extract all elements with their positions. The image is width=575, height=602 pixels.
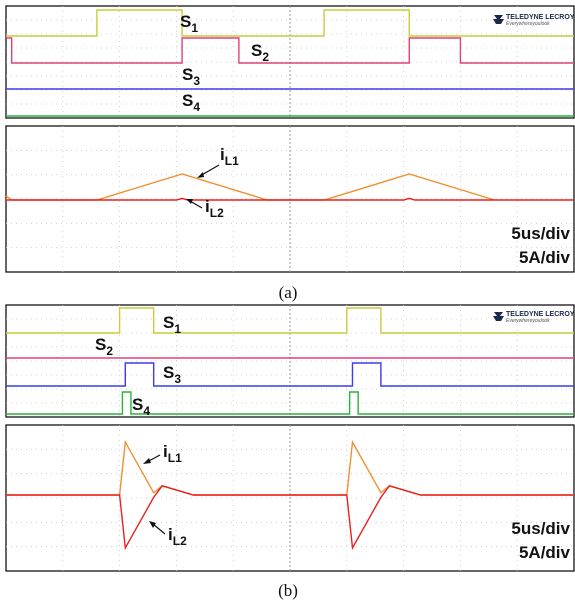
panel-b-brand-tagline: Everywhereyoulook (506, 318, 550, 324)
panel-a-label-s4: S4 (182, 91, 200, 114)
panel-a-current-traces (5, 173, 574, 201)
panel-b-brand-name: TELEDYNE LECROY (506, 311, 575, 318)
panel-b-grid (6, 305, 574, 571)
panel-b-logo-mark (493, 312, 504, 321)
panel-b-time-scale: 5us/div (511, 519, 570, 538)
panel-b-label-s1: S1 (163, 313, 181, 336)
caption-a: (a) (279, 283, 298, 302)
panel-a-arrowhead-il2 (186, 199, 193, 204)
panel-b-arrowhead-il1 (143, 458, 151, 464)
panel-a-label-il1: iL1 (220, 145, 239, 168)
panel-a-current-scale: 5A/div (519, 248, 571, 267)
panel-a-label-s2: S2 (251, 41, 269, 64)
current-trace-il2 (6, 197, 574, 201)
panel-b: S1 S2 S3 S4 iL1 iL2 5us/div 5A/div TELED… (5, 304, 575, 572)
panel-a-brand-tagline: Everywhereyoulook (506, 21, 550, 27)
caption-b: (b) (278, 581, 298, 600)
panel-b-arrowhead-il2 (149, 521, 156, 528)
panel-b-label-il2: iL2 (168, 525, 187, 548)
panel-b-label-s2: S2 (95, 335, 113, 358)
panel-a-label-s3: S3 (182, 65, 200, 88)
panel-a-label-s1: S1 (180, 12, 198, 35)
current-trace-il2 (6, 484, 574, 551)
panel-a-arrowhead-il1 (197, 172, 204, 178)
panel-b-label-il1: iL1 (163, 442, 182, 465)
panel-a-label-il2: iL2 (205, 197, 224, 220)
panel-b-current-scale: 5A/div (519, 543, 571, 562)
gate-trace-s2 (6, 37, 574, 64)
panel-b-brand-logo: TELEDYNE LECROY Everywhereyoulook (493, 311, 575, 324)
panel-b-label-s3: S3 (163, 363, 181, 386)
panel-a-time-scale: 5us/div (511, 224, 570, 243)
panel-a-brand-logo: TELEDYNE LECROY Everywhereyoulook (493, 14, 575, 27)
panel-b-current-traces (6, 439, 574, 551)
gate-trace-s1 (6, 9, 574, 37)
gate-trace-s1 (6, 307, 574, 334)
panel-b-arrow-il2 (152, 523, 166, 535)
panel-a-logo-mark (493, 15, 504, 24)
panel-a-arrow-il2 (189, 200, 203, 209)
gate-trace-s3 (6, 362, 574, 387)
panel-a-brand-name: TELEDYNE LECROY (506, 14, 575, 21)
gate-trace-s4 (6, 391, 574, 415)
panel-b-label-s4: S4 (132, 395, 150, 418)
panel-a-gate-traces (6, 9, 574, 117)
panel-a: S1 S2 S3 S4 iL1 iL2 5us/div 5A/div TELED… (5, 5, 575, 273)
panel-b-gate-traces (6, 307, 574, 415)
